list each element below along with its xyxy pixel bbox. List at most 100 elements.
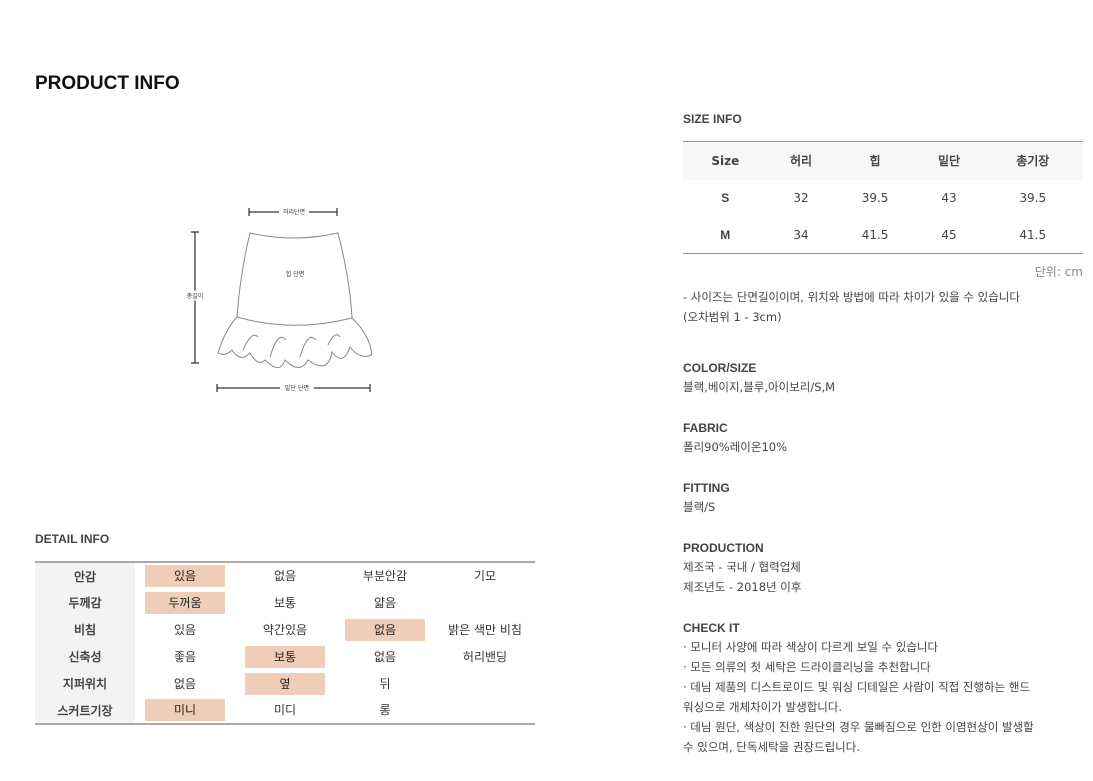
- detail-option-cell: [435, 697, 535, 724]
- detail-row: 스커트기장 미니 미디 롱: [35, 697, 535, 724]
- detail-option: 롱: [379, 703, 391, 717]
- size-cell: 41.5: [1019, 227, 1047, 242]
- check-it-line: 워싱으로 개체차이가 발생합니다.: [683, 700, 843, 714]
- detail-option: 있음: [173, 622, 197, 637]
- detail-option-selected: 없음: [345, 618, 425, 641]
- detail-option: 없음: [373, 649, 397, 664]
- detail-option: 미디: [273, 703, 297, 717]
- length-measure-line: [191, 231, 199, 364]
- detail-option-cell: 미디: [235, 697, 335, 724]
- detail-option-cell: 미니: [135, 697, 235, 724]
- detail-option-cell: 있음: [135, 562, 235, 589]
- detail-option: 허리밴딩: [462, 649, 508, 664]
- check-it-title: CHECK IT: [683, 621, 740, 635]
- page-title: PRODUCT INFO: [35, 73, 180, 94]
- detail-option-selected: 미니: [145, 699, 225, 721]
- size-note: - 사이즈는 단면길이이며, 위치와 방법에 따라 차이가 있을 수 있습니다: [683, 290, 1020, 304]
- detail-option: 기모: [473, 569, 497, 583]
- check-it-line: · 모니터 사양에 따라 색상이 다르게 보일 수 있습니다: [683, 640, 939, 654]
- detail-option-cell: 없음: [335, 643, 435, 670]
- detail-option-cell: 약간있음: [235, 616, 335, 643]
- detail-option-cell: 밝은 색만 비침: [435, 616, 535, 643]
- detail-option-cell: [435, 589, 535, 616]
- detail-row: 지퍼위치 없음 옆 뒤: [35, 670, 535, 697]
- size-header: 힙: [834, 141, 916, 180]
- size-row: M 34 41.5 45 41.5: [683, 217, 1083, 254]
- detail-option-cell: [435, 670, 535, 697]
- size-cell: 39.5: [861, 191, 889, 205]
- production-title: PRODUCTION: [683, 541, 764, 555]
- detail-option-cell: 옆: [235, 670, 335, 697]
- detail-option-selected: 있음: [145, 565, 225, 587]
- size-cell: M: [720, 227, 731, 242]
- check-it-line: · 데님 제품의 디스트로이드 및 워싱 디테일은 사람이 직접 진행하는 핸드: [683, 680, 1031, 694]
- detail-option-cell: 없음: [135, 670, 235, 697]
- detail-option-selected: 옆: [245, 672, 325, 695]
- production-line: 제조년도 - 2018년 이후: [683, 580, 802, 594]
- detail-option-cell: 보통: [235, 643, 335, 670]
- detail-option-cell: 없음: [335, 616, 435, 643]
- size-cell: 41.5: [861, 227, 889, 242]
- detail-label: 비침: [35, 616, 135, 643]
- detail-option-cell: 보통: [235, 589, 335, 616]
- fabric-value: 폴리90%레이온10%: [683, 440, 788, 454]
- detail-info-table: 안감 있음 없음 부분안감 기모 두께감 두꺼움 보통 얇음 비침 있음 약간있음 없음 밝은 색만 비침…: [35, 561, 535, 725]
- detail-row: 두께감 두꺼움 보통 얇음: [35, 589, 535, 616]
- detail-option: 부분안감: [362, 569, 408, 583]
- size-cell: 32: [793, 191, 809, 205]
- size-cell: 45: [941, 227, 957, 242]
- detail-row: 비침 있음 약간있음 없음 밝은 색만 비침: [35, 616, 535, 643]
- detail-option: 없음: [273, 569, 297, 583]
- size-cell: 43: [941, 191, 957, 205]
- color-size-title: COLOR/SIZE: [683, 361, 757, 375]
- detail-label: 지퍼위치: [35, 670, 135, 697]
- skirt-diagram: 허리단면 힙 단면 총길이 밑단 단면: [185, 207, 373, 393]
- fitting-value: 블랙/S: [683, 500, 716, 514]
- size-cell: 39.5: [1019, 191, 1047, 205]
- size-header: 밑단: [915, 141, 983, 180]
- detail-label: 두께감: [35, 589, 135, 616]
- unit-label: 단위: cm: [1034, 265, 1083, 279]
- size-row: S 32 39.5 43 39.5: [683, 180, 1083, 217]
- size-cell: 34: [793, 227, 809, 242]
- size-note: (오차범위 1 - 3cm): [683, 310, 782, 324]
- size-cell: S: [721, 191, 730, 205]
- detail-label: 스커트기장: [35, 697, 135, 724]
- detail-row: 신축성 좋음 보통 없음 허리밴딩: [35, 643, 535, 670]
- detail-option-selected: 보통: [245, 645, 325, 668]
- size-header: Size: [683, 141, 768, 180]
- detail-option: 없음: [173, 676, 197, 691]
- skirt-outline: [217, 232, 373, 368]
- detail-row: 안감 있음 없음 부분안감 기모: [35, 562, 535, 589]
- size-header: 총기장: [982, 141, 1083, 180]
- color-size-value: 블랙,베이지,블루,아이보리/S,M: [683, 380, 836, 394]
- detail-option-cell: 없음: [235, 562, 335, 589]
- detail-option: 좋음: [173, 649, 197, 664]
- hip-label: 힙 단면: [286, 270, 304, 278]
- size-table: Size 허리 힙 밑단 총기장 S 32 39.5 43 39.5 M 34 41.5 45 41.5: [683, 141, 1083, 254]
- fitting-title: FITTING: [683, 481, 730, 495]
- hem-label: 밑단 단면: [285, 384, 309, 392]
- waist-label: 허리단면: [283, 208, 305, 216]
- detail-option: 밝은 색만 비침: [448, 622, 522, 637]
- fabric-title: FABRIC: [683, 421, 728, 435]
- detail-option-cell: 허리밴딩: [435, 643, 535, 670]
- detail-option-cell: 있음: [135, 616, 235, 643]
- length-label: 총길이: [187, 292, 204, 300]
- detail-option-cell: 뒤: [335, 670, 435, 697]
- detail-option: 얇음: [373, 595, 397, 610]
- size-info-title: SIZE INFO: [683, 112, 742, 126]
- detail-label: 안감: [35, 562, 135, 589]
- check-it-line: 수 있으며, 단독세탁을 권장드립니다.: [683, 740, 860, 754]
- detail-info-title: DETAIL INFO: [35, 532, 110, 546]
- size-header: 허리: [767, 141, 835, 180]
- detail-option: 뒤: [379, 676, 391, 691]
- detail-option-selected: 두꺼움: [145, 591, 225, 614]
- check-it-line: · 데님 원단, 색상이 진한 원단의 경우 물빠짐으로 인한 이염현상이 발생…: [683, 720, 1034, 734]
- check-it-line: · 모든 의류의 첫 세탁은 드라이클리닝을 추천합니다: [683, 660, 931, 674]
- detail-option-cell: 얇음: [335, 589, 435, 616]
- detail-option-cell: 두꺼움: [135, 589, 235, 616]
- detail-label: 신축성: [35, 643, 135, 670]
- detail-option-cell: 부분안감: [335, 562, 435, 589]
- detail-option-cell: 좋음: [135, 643, 235, 670]
